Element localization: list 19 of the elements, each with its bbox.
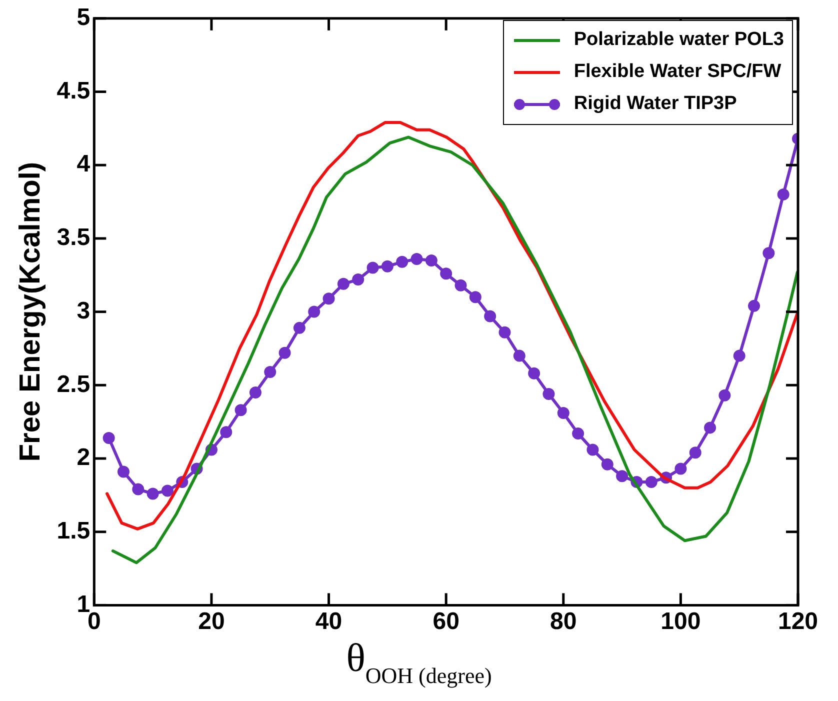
y-tick-label: 5 — [76, 4, 90, 32]
y-tick-label: 3 — [76, 297, 90, 324]
y-tick-label: 4 — [76, 150, 91, 178]
legend-label: Flexible Water SPC/FW — [574, 61, 782, 84]
x-tick-label: 20 — [198, 608, 225, 636]
legend-label: Polarizable water POL3 — [574, 29, 784, 52]
y-tick-label: 2 — [76, 444, 90, 472]
y-tick-label: 2.5 — [56, 370, 90, 398]
y-tick-label: 4.5 — [56, 77, 90, 104]
x-tick-label: 40 — [315, 608, 342, 636]
x-tick-label: 120 — [778, 608, 818, 636]
x-axis-title: θ$_{OOH (degree)}$ — [345, 635, 493, 690]
y-tick-label: 3.5 — [56, 224, 90, 252]
legend-label: Rigid Water TIP3P — [574, 93, 737, 116]
y-axis-title: Free Energy(Kcalmol) — [14, 162, 46, 462]
x-tick-label: 60 — [432, 608, 460, 636]
y-tick-label: 1.5 — [56, 517, 90, 544]
x-tick-label: 100 — [660, 608, 701, 636]
x-tick-label: 80 — [550, 608, 577, 636]
